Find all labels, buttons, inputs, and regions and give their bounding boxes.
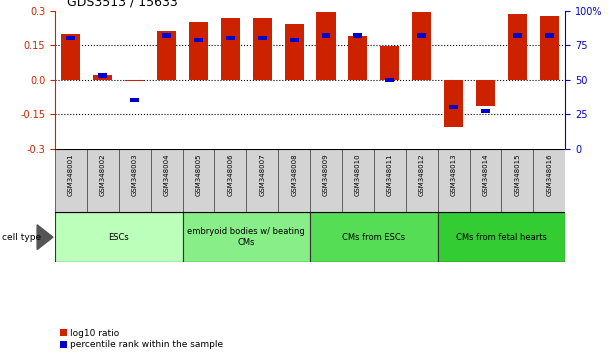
Bar [226, 36, 235, 40]
Bar [93, 75, 112, 80]
Text: GSM348002: GSM348002 [100, 154, 106, 196]
Bar [258, 36, 267, 40]
Bar [246, 149, 278, 212]
Bar [183, 212, 310, 262]
Bar [125, 80, 144, 81]
Polygon shape [37, 225, 53, 250]
Text: GSM348009: GSM348009 [323, 154, 329, 196]
Bar [316, 12, 335, 80]
Bar [67, 36, 75, 40]
Bar [321, 33, 331, 38]
Bar [151, 149, 183, 212]
Bar [444, 80, 463, 127]
Text: GSM348004: GSM348004 [164, 154, 170, 196]
Bar [194, 38, 203, 42]
Bar [437, 212, 565, 262]
Bar [406, 149, 437, 212]
Bar [353, 33, 362, 38]
Text: ESCs: ESCs [108, 233, 129, 242]
Bar [449, 105, 458, 109]
Text: embryoid bodies w/ beating
CMs: embryoid bodies w/ beating CMs [188, 228, 305, 247]
Bar [481, 109, 490, 114]
Bar [221, 17, 240, 80]
Bar [380, 46, 400, 80]
Bar [545, 33, 554, 38]
Bar [508, 14, 527, 80]
Bar [253, 17, 272, 80]
Bar [183, 149, 214, 212]
Bar [513, 33, 522, 38]
Bar [130, 98, 139, 102]
Bar [61, 34, 81, 80]
Bar [502, 149, 533, 212]
Bar [285, 24, 304, 80]
Bar [540, 16, 559, 80]
Text: GSM348012: GSM348012 [419, 154, 425, 196]
Text: GDS3513 / 15633: GDS3513 / 15633 [67, 0, 178, 9]
Bar [157, 31, 176, 80]
Bar [386, 78, 394, 82]
Bar [342, 149, 374, 212]
Text: GSM348010: GSM348010 [355, 154, 361, 196]
Bar [290, 38, 299, 42]
Text: GSM348008: GSM348008 [291, 154, 297, 196]
Text: CMs from ESCs: CMs from ESCs [342, 233, 406, 242]
Bar [189, 22, 208, 80]
Bar [533, 149, 565, 212]
Bar [162, 33, 171, 38]
Text: GSM348007: GSM348007 [259, 154, 265, 196]
Text: GSM348011: GSM348011 [387, 154, 393, 196]
Bar [119, 149, 151, 212]
Text: cell type: cell type [2, 233, 41, 242]
Bar [310, 149, 342, 212]
Text: GSM348014: GSM348014 [483, 154, 488, 196]
Bar [476, 80, 495, 106]
Text: GSM348001: GSM348001 [68, 154, 74, 196]
Bar [55, 149, 87, 212]
Text: CMs from fetal hearts: CMs from fetal hearts [456, 233, 547, 242]
Bar [437, 149, 469, 212]
Legend: log10 ratio, percentile rank within the sample: log10 ratio, percentile rank within the … [59, 329, 224, 349]
Bar [87, 149, 119, 212]
Bar [412, 12, 431, 80]
Bar [98, 73, 108, 78]
Bar [469, 149, 502, 212]
Bar [55, 212, 183, 262]
Bar [417, 33, 426, 38]
Bar [278, 149, 310, 212]
Text: GSM348013: GSM348013 [450, 154, 456, 196]
Bar [374, 149, 406, 212]
Text: GSM348005: GSM348005 [196, 154, 202, 196]
Text: GSM348003: GSM348003 [132, 154, 137, 196]
Bar [310, 212, 437, 262]
Bar [348, 36, 367, 80]
Text: GSM348015: GSM348015 [514, 154, 521, 196]
Text: GSM348016: GSM348016 [546, 154, 552, 196]
Text: GSM348006: GSM348006 [227, 154, 233, 196]
Bar [214, 149, 246, 212]
